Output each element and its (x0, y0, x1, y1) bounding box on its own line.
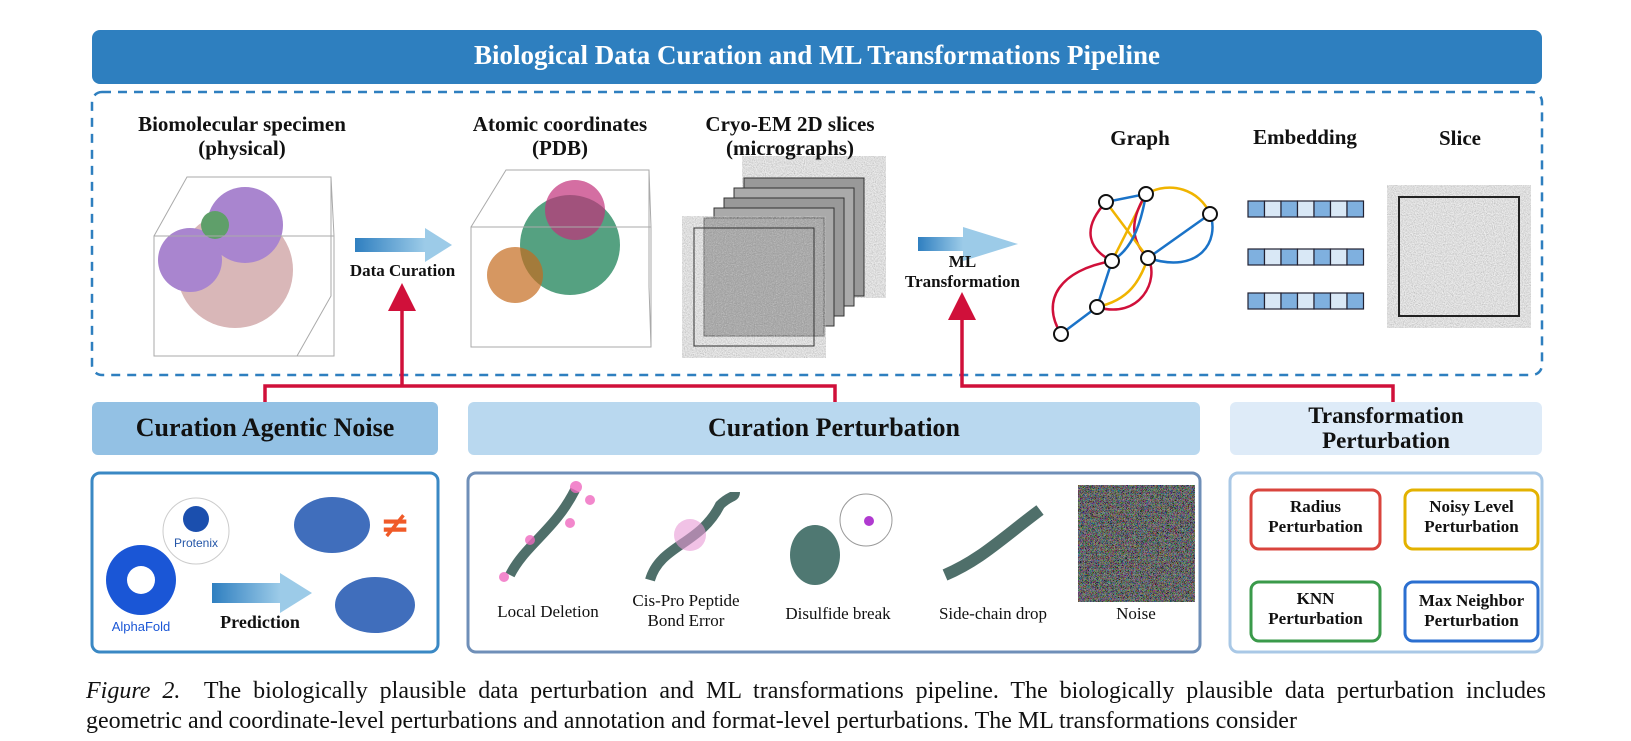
embedding-cell (1263, 248, 1282, 266)
section-title: Curation Agentic Noise (135, 413, 395, 442)
embedding-cell (1296, 200, 1315, 218)
protein-structure (294, 497, 370, 553)
atom (864, 516, 874, 526)
embedding-cell (1313, 248, 1332, 266)
embedding-cell (1329, 292, 1348, 310)
arrow (918, 237, 963, 251)
representation-label: Graph (1110, 126, 1170, 150)
panel (466, 471, 1202, 654)
embedding-cell (1296, 248, 1315, 266)
noise-image (1088, 495, 1185, 592)
item-label: Side-chain drop (938, 604, 1048, 623)
embedding-cell (1296, 292, 1315, 310)
arrow (212, 583, 280, 603)
helix (942, 505, 1044, 581)
stage-label: Biomolecular specimen (physical) (138, 112, 346, 161)
perturbation-box (1403, 488, 1540, 551)
perturbation-label: Noisy Level Perturbation (1424, 497, 1519, 536)
item-label: Disulfide break (785, 604, 891, 623)
perturbation-box (1249, 580, 1382, 643)
section-title: Transformation Perturbation (1308, 403, 1464, 454)
stage-label: Atomic coordinates (PDB) (472, 112, 648, 161)
embedding-diagram (1247, 200, 1365, 310)
item-label: Local Deletion (497, 602, 599, 621)
pdb-cube (470, 169, 652, 348)
embedding-cell (1263, 200, 1282, 218)
caption-text: The biologically plausible data perturba… (86, 678, 1546, 734)
perturbation-box (1403, 580, 1540, 643)
perturbation-label: Radius Perturbation (1268, 497, 1363, 536)
header-box (92, 402, 438, 455)
protein-structure (335, 577, 415, 633)
slice-image (1398, 196, 1520, 317)
arrow (355, 238, 425, 252)
perturbation-label: Max Neighbor Perturbation (1418, 591, 1525, 630)
caption: Figure 2. The biologically plausible dat… (86, 676, 1546, 736)
perturbation-box (1249, 488, 1382, 551)
stage-label: Cryo-EM 2D slices (micrographs) (705, 112, 875, 161)
header-box (1230, 402, 1542, 455)
helix (505, 487, 580, 578)
embedding-cell (1263, 292, 1282, 310)
pipeline-box (90, 90, 1544, 377)
item-label: Noise (1116, 604, 1156, 623)
embedding-cell (1247, 292, 1266, 310)
bond-highlight (674, 519, 706, 551)
representation-label: Embedding (1253, 125, 1357, 149)
caption-label: Figure 2. (86, 678, 181, 704)
logo-label: AlphaFold (111, 619, 171, 634)
embedding-cell (1247, 200, 1266, 218)
arrow-head (280, 573, 312, 613)
arrow-head (425, 228, 452, 262)
arrow-head (963, 227, 1018, 261)
not-equal: ≠ (379, 505, 411, 546)
arrow-label: Data Curation (349, 261, 456, 280)
title-bar (92, 30, 1542, 84)
embedding-cell (1346, 292, 1365, 310)
specimen-cube (153, 176, 335, 357)
title: Biological Data Curation and ML Transfor… (473, 40, 1161, 70)
embedding-cell (1280, 292, 1299, 310)
connectors (263, 283, 1395, 402)
embedding-cell (1313, 200, 1332, 218)
panel (90, 471, 440, 654)
embedding-cell (1329, 200, 1348, 218)
embedding-cell (1280, 248, 1299, 266)
graph-diagram (1051, 186, 1218, 342)
slice-border (1398, 196, 1520, 317)
micrograph-stack (693, 167, 875, 347)
item-label: Cis-Pro Peptide Bond Error (632, 591, 740, 630)
header-box (468, 402, 1200, 455)
embedding-cell (1313, 292, 1332, 310)
protein-structure (790, 525, 840, 585)
embedding-cell (1329, 248, 1348, 266)
arrow-label: Prediction (220, 612, 300, 632)
representation-label: Slice (1439, 126, 1481, 150)
logo-label: Protenix (173, 536, 219, 550)
perturbation-label: KNN Perturbation (1268, 589, 1363, 628)
section-title: Curation Perturbation (707, 413, 961, 442)
embedding-cell (1247, 248, 1266, 266)
alphafold-mark (127, 566, 155, 594)
protenix-mark (183, 506, 209, 532)
panel (1228, 471, 1544, 654)
helix (645, 491, 740, 582)
arrow-label: ML Transformation (905, 252, 1020, 291)
embedding-cell (1346, 200, 1365, 218)
embedding-cell (1346, 248, 1365, 266)
embedding-cell (1280, 200, 1299, 218)
